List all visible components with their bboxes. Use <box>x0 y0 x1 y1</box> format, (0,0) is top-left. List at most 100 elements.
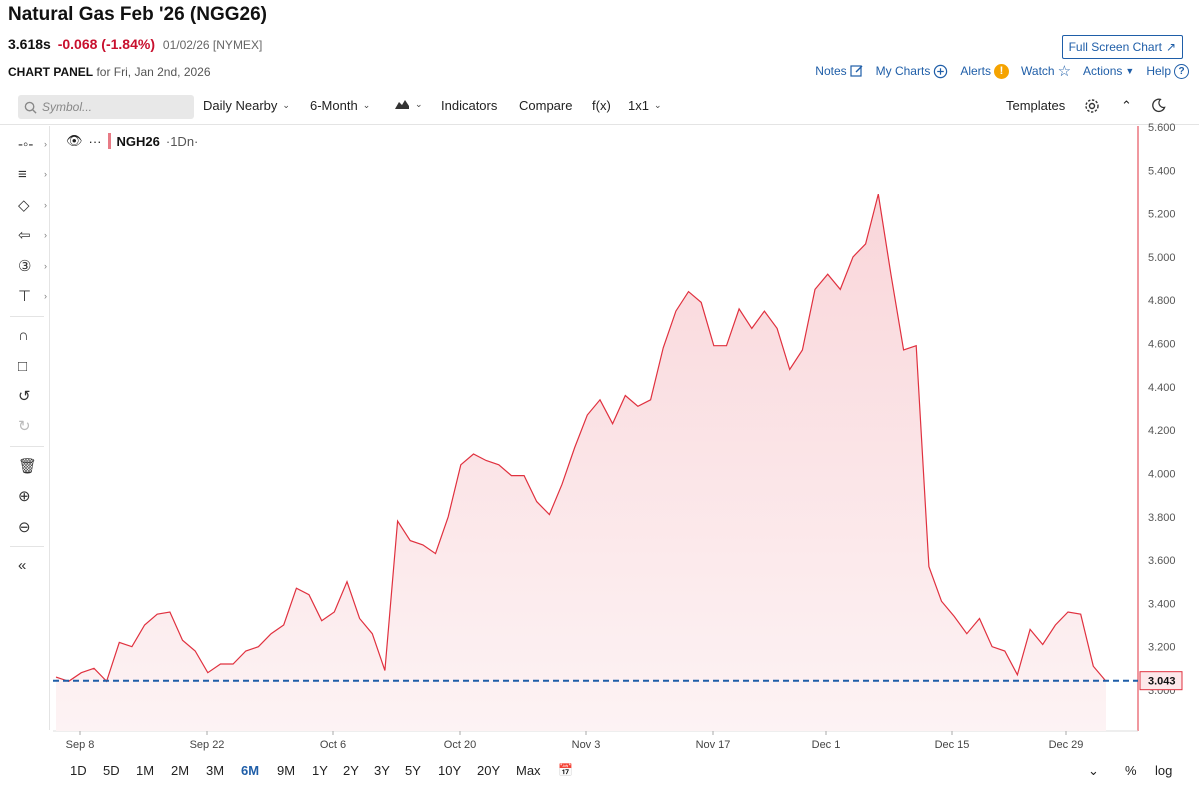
drawing-toolbar: -◦- › ≡ › ◇ › ⇦ › ③ › ⊤ › ∩ □ ↺ ↻ 🗑 ⊕ ⊖ « <box>0 126 50 730</box>
magnet-button[interactable]: ∩ <box>18 323 42 347</box>
delete-button[interactable]: 🗑 <box>18 454 42 478</box>
collapse-toolbar-button[interactable]: « <box>18 553 42 577</box>
alerts-link[interactable]: Alerts ! <box>960 63 1010 79</box>
chart-legend: 👁 ··· NGH26 ·1Dn· <box>66 133 198 149</box>
range-button-1y[interactable]: 1Y <box>312 763 328 778</box>
chevron-down-icon: ⌄ <box>415 98 423 109</box>
top-links: Notes My Charts Alerts ! Watch ☆ Actions… <box>815 62 1189 80</box>
range-bar: 1D 5D 1M 2M 3M 6M 9M 1Y 2Y 3Y 5Y 10Y 20Y Max 📅 ⌄% log <box>0 758 1199 786</box>
function-button[interactable]: f(x) <box>592 98 611 113</box>
watch-label: Watch <box>1021 64 1055 78</box>
dark-mode-toggle[interactable] <box>1151 98 1166 113</box>
zoom-in-button[interactable]: ⊕ <box>18 484 42 508</box>
settings-button[interactable] <box>1084 98 1100 114</box>
actions-label: Actions <box>1083 64 1123 78</box>
interval-dropdown[interactable]: Daily Nearby ⌄ <box>203 98 290 113</box>
search-placeholder: Symbol... <box>42 100 93 114</box>
collapse-up-button[interactable]: ⌃ <box>1121 98 1132 114</box>
y-tick-label: 3.800 <box>1148 512 1176 524</box>
tool-divider <box>10 446 44 447</box>
number-badge-icon: ③ <box>18 258 32 275</box>
toolbar-divider <box>0 124 1199 125</box>
y-tick-label: 4.800 <box>1148 295 1176 307</box>
quote-meta: 01/02/26 [NYMEX] <box>162 38 263 52</box>
tool-divider <box>10 316 44 317</box>
compare-button[interactable]: Compare <box>519 98 573 113</box>
edit-icon <box>850 65 863 77</box>
y-tick-label: 5.200 <box>1148 209 1176 221</box>
series-color-swatch <box>107 133 111 149</box>
help-link[interactable]: Help ? <box>1146 63 1189 79</box>
shape-tool[interactable]: ◇ › <box>18 193 47 217</box>
interval-label: Daily Nearby <box>203 98 278 113</box>
x-tick-label: Nov 3 <box>572 739 601 751</box>
watch-link[interactable]: Watch ☆ <box>1021 62 1071 80</box>
more-icon[interactable]: ··· <box>88 133 102 149</box>
quote-line: 3.618s -0.068 (-1.84%) 01/02/26 [NYMEX] <box>8 36 262 52</box>
notes-label: Notes <box>815 64 847 78</box>
range-button-20y[interactable]: 20Y <box>477 763 501 778</box>
undo-button[interactable]: ↺ <box>18 384 42 408</box>
y-tick-label: 4.600 <box>1148 339 1176 351</box>
price-tag-box <box>1139 671 1183 691</box>
range-button-3m[interactable]: 3M <box>206 763 225 778</box>
actions-menu[interactable]: Actions ▼ <box>1083 64 1134 78</box>
range-button-2m[interactable]: 2M <box>171 763 190 778</box>
alerts-label: Alerts <box>960 64 992 78</box>
x-tick-label: Dec 1 <box>812 739 841 751</box>
double-chevron-up-icon: ⌃ <box>1121 98 1132 113</box>
range-button-3y[interactable]: 3Y <box>374 763 390 778</box>
zoom-in-icon: ⊕ <box>18 488 31 505</box>
line-tool[interactable]: -◦- › <box>18 132 47 156</box>
x-tick-label: Sep 22 <box>190 739 225 751</box>
notes-link[interactable]: Notes <box>815 64 863 78</box>
symbol-search-input[interactable]: Symbol... <box>18 95 194 119</box>
legend-symbol: NGH26 <box>116 133 160 149</box>
chevron-right-icon: › <box>44 139 47 149</box>
range-button-5d[interactable]: 5D <box>103 763 120 778</box>
y-tick-label: 3.400 <box>1148 598 1176 610</box>
chevron-down-icon: ⌄ <box>362 100 371 110</box>
range-button-9m[interactable]: 9M <box>277 763 296 778</box>
arrow-tool[interactable]: ⇦ › <box>18 223 47 247</box>
indicators-button[interactable]: Indicators <box>441 98 498 113</box>
chart-type-dropdown[interactable]: ⌄ <box>394 98 423 110</box>
price-area <box>56 194 1106 732</box>
calendar-icon[interactable]: 📅 <box>558 763 573 777</box>
range-button-1d[interactable]: 1D <box>70 763 87 778</box>
range-button-2y[interactable]: 2Y <box>343 763 359 778</box>
measure-tool[interactable]: ⊤ › <box>18 284 47 308</box>
price-chart[interactable]: barchart5.6005.4005.2005.0004.8004.6004.… <box>0 0 1199 760</box>
layout-dropdown[interactable]: 1x1 ⌄ <box>628 98 662 113</box>
gear-icon <box>1085 99 1099 113</box>
my-charts-label: My Charts <box>875 64 931 78</box>
my-charts-link[interactable]: My Charts <box>876 64 949 79</box>
range-button-6m[interactable]: 6M <box>241 763 260 778</box>
fib-tool[interactable]: ≡ › <box>18 162 47 186</box>
percent-scale-toggle[interactable]: % <box>1125 763 1137 778</box>
double-chevron-down-icon[interactable]: ⌄ <box>1088 763 1099 778</box>
legend-timeframe: ·1Dn· <box>165 133 199 149</box>
range-button-10y[interactable]: 10Y <box>438 763 462 778</box>
y-tick-label: 5.000 <box>1148 252 1176 264</box>
eye-icon[interactable]: 👁 <box>66 133 83 148</box>
x-tick-label: Dec 29 <box>1049 739 1084 751</box>
log-scale-toggle[interactable]: log <box>1155 763 1173 778</box>
help-label: Help <box>1146 64 1171 78</box>
range-button-max[interactable]: Max <box>516 763 541 778</box>
templates-button[interactable]: Templates <box>1006 98 1066 113</box>
range-button-1m[interactable]: 1M <box>136 763 155 778</box>
full-screen-chart-button[interactable]: Full Screen Chart ↗ <box>1061 35 1183 59</box>
redo-button[interactable]: ↻ <box>18 414 42 438</box>
period-dropdown[interactable]: 6-Month ⌄ <box>310 98 370 113</box>
counter-tool[interactable]: ③ › <box>18 254 47 278</box>
alert-icon: ! <box>994 63 1010 79</box>
y-tick-label: 5.600 <box>1148 122 1176 134</box>
star-icon: ☆ <box>1057 63 1072 80</box>
x-tick-label: Sep 8 <box>66 739 95 751</box>
plus-circle-icon <box>934 64 948 78</box>
lock-button[interactable]: □ <box>18 354 42 378</box>
zoom-out-button[interactable]: ⊖ <box>18 515 42 539</box>
redo-icon: ↻ <box>18 418 31 435</box>
range-button-5y[interactable]: 5Y <box>405 763 421 778</box>
